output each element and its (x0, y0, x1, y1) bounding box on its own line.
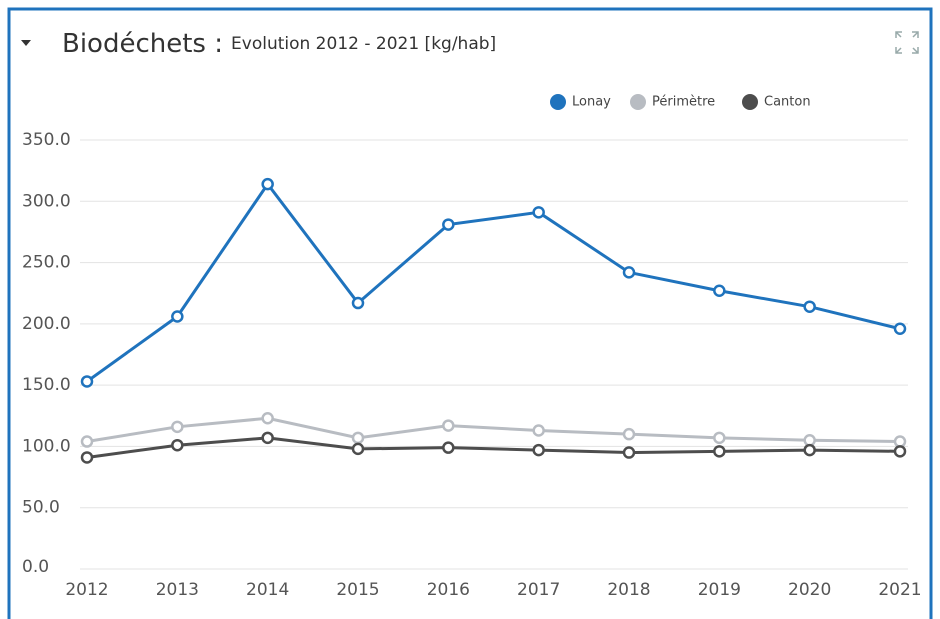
x-tick-label: 2016 (427, 580, 470, 600)
y-tick-label: 50.0 (22, 498, 60, 518)
data-point (442, 419, 455, 432)
panel-frame (7, 7, 933, 619)
data-point (80, 435, 94, 448)
data-point (713, 445, 726, 458)
data-point (351, 431, 365, 445)
data-point (713, 284, 726, 298)
data-point (442, 441, 455, 454)
x-tick-label: 2017 (517, 580, 560, 600)
y-tick-label: 200.0 (22, 314, 71, 334)
y-tick-label: 0.0 (22, 557, 49, 577)
legend-swatch (742, 94, 758, 110)
data-point (893, 445, 907, 458)
data-point (803, 443, 816, 457)
data-point (261, 177, 274, 191)
data-point (80, 451, 94, 464)
legend-label: Lonay (572, 95, 611, 110)
data-point (803, 300, 816, 313)
x-tick-label: 2013 (156, 580, 199, 600)
data-point (171, 420, 184, 434)
data-point (171, 310, 184, 323)
series-line (86, 181, 901, 383)
y-tick-label: 250.0 (22, 253, 71, 273)
data-point (261, 411, 274, 425)
data-point (442, 218, 455, 231)
data-point (532, 443, 545, 457)
series-line (86, 436, 901, 459)
data-point (622, 427, 636, 441)
data-point (893, 322, 907, 336)
legend-label: Canton (764, 95, 811, 110)
legend-item: Canton (742, 94, 811, 110)
data-point (532, 206, 545, 219)
data-point (622, 266, 636, 279)
expand-icon[interactable] (895, 31, 919, 54)
y-tick-label: 300.0 (22, 191, 71, 211)
x-tick-label: 2020 (788, 580, 831, 600)
x-tick-label: 2019 (698, 580, 741, 600)
data-point (893, 435, 907, 448)
chart-subtitle: Evolution 2012 - 2021 [kg/hab] (231, 34, 496, 54)
x-tick-label: 2014 (246, 580, 289, 600)
legend-swatch (630, 94, 646, 110)
y-tick-label: 100.0 (22, 436, 71, 456)
data-point (622, 446, 636, 459)
data-point (803, 434, 816, 447)
data-point (171, 438, 184, 452)
series-line (86, 416, 901, 444)
chart-title: Biodéchets : (62, 29, 223, 59)
legend-swatch (550, 94, 566, 110)
data-point (713, 431, 726, 445)
x-tick-label: 2018 (607, 580, 650, 600)
x-tick-label: 2021 (878, 580, 921, 600)
y-tick-label: 350.0 (22, 130, 71, 150)
data-point (532, 424, 545, 437)
data-point (80, 375, 94, 388)
x-tick-label: 2015 (336, 580, 379, 600)
data-point (351, 296, 365, 310)
legend-item: Périmètre (630, 94, 715, 110)
data-point (351, 442, 365, 456)
data-point (261, 431, 274, 445)
legend-label: Périmètre (652, 95, 715, 110)
x-tick-label: 2012 (65, 580, 108, 600)
collapse-caret[interactable] (21, 40, 31, 46)
y-tick-label: 150.0 (22, 375, 71, 395)
title-group: Biodéchets : Evolution 2012 - 2021 [kg/ha… (62, 29, 496, 59)
legend-item: Lonay (550, 94, 611, 110)
